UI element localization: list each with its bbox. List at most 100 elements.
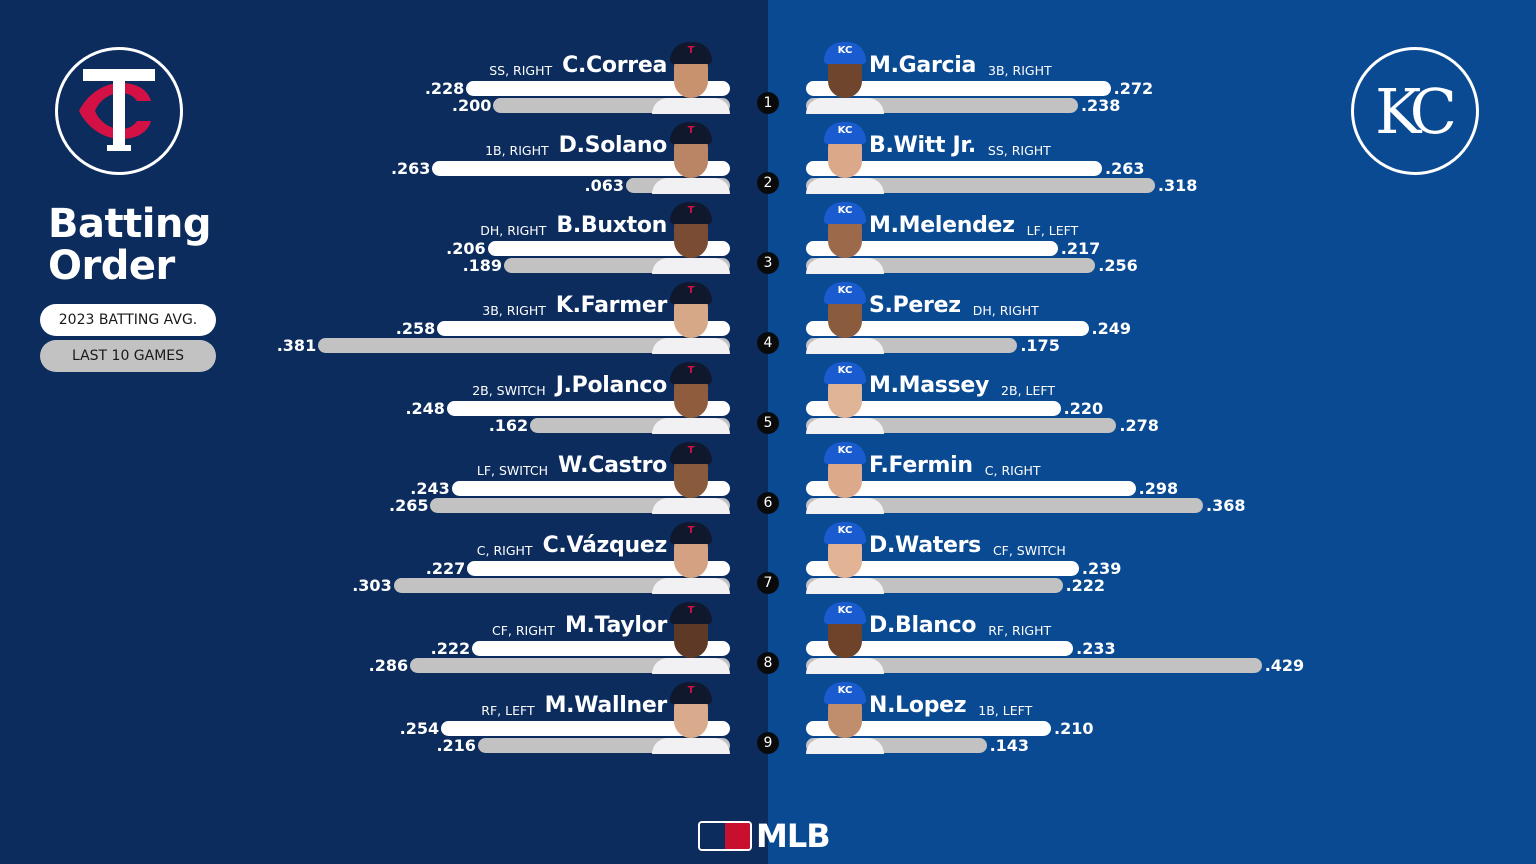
royals-last10-avg: .175 bbox=[1020, 336, 1060, 355]
royals-player-name: M.Massey bbox=[869, 373, 990, 398]
twins-player-name: B.Buxton bbox=[556, 213, 667, 238]
royals-position: C, RIGHT bbox=[984, 463, 1041, 478]
twins-position: 3B, RIGHT bbox=[482, 303, 546, 318]
lineup-row: 2B, SWITCH J.Polanco .248 .162 T 5 M.Mas… bbox=[0, 360, 1536, 440]
twins-player-name: M.Wallner bbox=[544, 693, 668, 718]
twins-player-name: C.Correa bbox=[562, 53, 667, 78]
royals-last10-avg: .238 bbox=[1080, 96, 1121, 115]
royals-player-name: M.Garcia bbox=[869, 53, 977, 78]
royals-player-name: B.Witt Jr. bbox=[869, 133, 976, 158]
twins-season-avg: .228 bbox=[424, 79, 465, 98]
batting-order-number: 6 bbox=[757, 492, 779, 514]
royals-season-avg: .233 bbox=[1076, 639, 1116, 658]
royals-position: SS, RIGHT bbox=[987, 143, 1051, 158]
twins-player-name: J.Polanco bbox=[555, 373, 668, 398]
twins-last10-avg: .303 bbox=[352, 576, 392, 595]
royals-season-avg-bar bbox=[806, 641, 1074, 656]
twins-season-avg: .227 bbox=[425, 559, 466, 578]
twins-player-photo: T bbox=[652, 680, 730, 754]
royals-season-avg-bar bbox=[806, 561, 1079, 576]
twins-player-name: M.Taylor bbox=[564, 613, 667, 638]
twins-season-avg: .206 bbox=[446, 239, 486, 258]
royals-season-avg-bar bbox=[806, 241, 1058, 256]
royals-season-avg: .249 bbox=[1091, 319, 1132, 338]
twins-position: DH, RIGHT bbox=[480, 223, 547, 238]
royals-logo: KC bbox=[1351, 47, 1479, 175]
royals-last10-bar bbox=[806, 418, 1117, 433]
royals-player-name: S.Perez bbox=[869, 293, 961, 318]
batting-order-number: 7 bbox=[757, 572, 779, 594]
royals-player-name: F.Fermin bbox=[869, 453, 973, 478]
twins-season-avg-bar bbox=[451, 481, 730, 496]
twins-season-avg: .248 bbox=[405, 399, 445, 418]
twins-player-photo: T bbox=[652, 120, 730, 194]
royals-season-avg: .217 bbox=[1060, 239, 1101, 258]
royals-kc-icon: KC bbox=[1374, 74, 1457, 148]
royals-season-avg-bar bbox=[806, 81, 1111, 96]
royals-player-name: D.Waters bbox=[869, 533, 981, 558]
royals-last10-bar bbox=[806, 658, 1262, 673]
twins-season-avg-bar bbox=[467, 561, 730, 576]
batting-order-number: 1 bbox=[757, 92, 779, 114]
royals-season-avg-bar bbox=[806, 321, 1089, 336]
twins-logo bbox=[55, 47, 183, 175]
batting-order-number: 3 bbox=[757, 252, 779, 274]
lineup-row: CF, RIGHT M.Taylor .222 .286 T 8 D.Blanc… bbox=[0, 600, 1536, 680]
royals-last10-avg: .143 bbox=[989, 736, 1030, 755]
royals-player-photo: KC bbox=[806, 520, 884, 594]
royals-position: RF, RIGHT bbox=[988, 623, 1052, 638]
twins-last10-avg: .189 bbox=[462, 256, 503, 275]
royals-player-photo: KC bbox=[806, 120, 884, 194]
twins-season-avg-bar bbox=[466, 81, 730, 96]
twins-player-name: D.Solano bbox=[558, 133, 668, 158]
mlb-batter-icon bbox=[698, 821, 752, 851]
royals-position: 1B, LEFT bbox=[978, 703, 1033, 718]
twins-player-name: W.Castro bbox=[558, 453, 667, 478]
twins-last10-avg: .381 bbox=[276, 336, 317, 355]
twins-season-avg-bar bbox=[441, 721, 730, 736]
twins-position: SS, RIGHT bbox=[489, 63, 553, 78]
royals-season-avg-bar bbox=[806, 161, 1102, 176]
royals-season-avg: .263 bbox=[1105, 159, 1145, 178]
twins-last10-bar bbox=[318, 338, 730, 353]
mlb-logo: MLB bbox=[698, 817, 831, 855]
twins-tc-icon bbox=[79, 69, 155, 151]
royals-last10-avg: .429 bbox=[1264, 656, 1305, 675]
twins-season-avg: .258 bbox=[395, 319, 436, 338]
batting-order-number: 4 bbox=[757, 332, 779, 354]
royals-season-avg-bar bbox=[806, 401, 1061, 416]
royals-season-avg: .220 bbox=[1063, 399, 1104, 418]
twins-player-photo: T bbox=[652, 360, 730, 434]
twins-season-avg-bar bbox=[487, 241, 730, 256]
royals-last10-bar bbox=[806, 498, 1204, 513]
lineup-row: 3B, RIGHT K.Farmer .258 .381 T 4 S.Perez… bbox=[0, 280, 1536, 360]
twins-position: RF, LEFT bbox=[481, 703, 535, 718]
lineup-row: LF, SWITCH W.Castro .243 .265 T 6 F.Ferm… bbox=[0, 440, 1536, 520]
lineup-row: DH, RIGHT B.Buxton .206 .189 T 3 M.Melen… bbox=[0, 200, 1536, 280]
royals-player-photo: KC bbox=[806, 280, 884, 354]
royals-season-avg: .239 bbox=[1081, 559, 1122, 578]
royals-season-avg: .210 bbox=[1054, 719, 1094, 738]
royals-last10-avg: .256 bbox=[1098, 256, 1138, 275]
twins-player-photo: T bbox=[652, 40, 730, 114]
twins-last10-avg: .200 bbox=[451, 96, 492, 115]
twins-season-avg-bar bbox=[446, 401, 730, 416]
batting-order-number: 8 bbox=[757, 652, 779, 674]
twins-last10-avg: .216 bbox=[436, 736, 476, 755]
royals-last10-avg: .222 bbox=[1065, 576, 1106, 595]
twins-season-avg: .254 bbox=[399, 719, 440, 738]
twins-last10-avg: .265 bbox=[389, 496, 429, 515]
twins-player-photo: T bbox=[652, 520, 730, 594]
royals-last10-avg: .368 bbox=[1206, 496, 1246, 515]
batting-order-number: 9 bbox=[757, 732, 779, 754]
batting-order-number: 2 bbox=[757, 172, 779, 194]
lineup-row: RF, LEFT M.Wallner .254 .216 T 9 N.Lopez… bbox=[0, 680, 1536, 760]
twins-season-avg: .243 bbox=[410, 479, 450, 498]
lineup-row: 1B, RIGHT D.Solano .263 .063 T 2 B.Witt … bbox=[0, 120, 1536, 200]
royals-position: LF, LEFT bbox=[1026, 223, 1079, 238]
royals-player-photo: KC bbox=[806, 360, 884, 434]
twins-last10-avg: .063 bbox=[584, 176, 625, 195]
royals-player-photo: KC bbox=[806, 440, 884, 514]
twins-player-name: K.Farmer bbox=[555, 293, 667, 318]
royals-season-avg: .298 bbox=[1138, 479, 1179, 498]
